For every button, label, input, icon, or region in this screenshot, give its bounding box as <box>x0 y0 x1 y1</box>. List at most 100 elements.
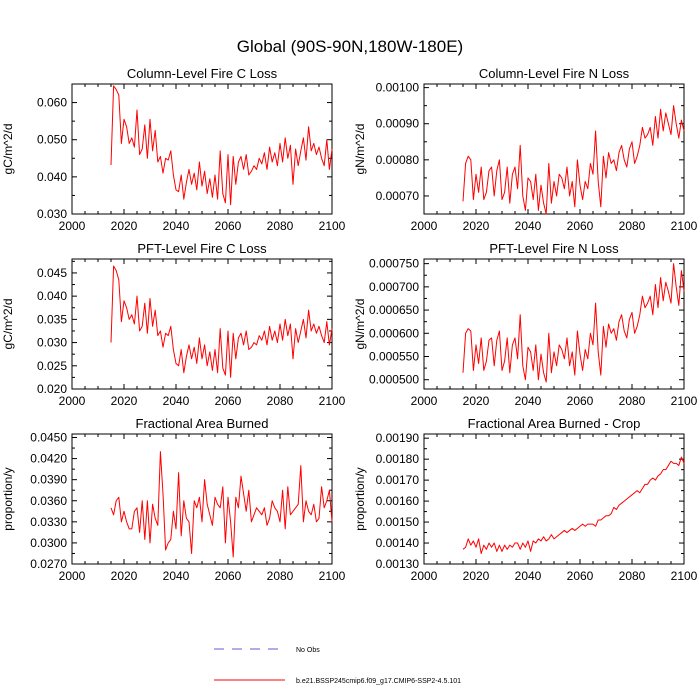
y-axis-label: gN/m^2/d <box>353 124 367 175</box>
x-tick-label: 2100 <box>319 219 346 233</box>
y-tick-label: 0.060 <box>37 96 67 110</box>
x-tick-label: 2040 <box>515 219 542 233</box>
series-line <box>110 265 333 378</box>
y-tick-label: 0.00090 <box>376 117 420 131</box>
y-tick-label: 0.00070 <box>376 189 420 203</box>
x-tick-label: 2000 <box>59 219 86 233</box>
x-tick-label: 2060 <box>215 394 242 408</box>
x-tick-label: 2020 <box>111 394 138 408</box>
legend-model-label: b.e21.BSSP245cmip6.f09_g17.CMIP6-SSP2-4.… <box>296 678 461 685</box>
x-tick-label: 2020 <box>111 219 138 233</box>
panel-title: Fractional Area Burned <box>136 416 269 431</box>
x-tick-label: 2080 <box>619 394 646 408</box>
x-tick-label: 2000 <box>411 394 438 408</box>
x-tick-label: 2060 <box>567 569 594 583</box>
y-tick-label: 0.00100 <box>376 81 420 95</box>
x-tick-label: 2060 <box>215 219 242 233</box>
plot-frame <box>71 258 333 390</box>
y-tick-label: 0.035 <box>37 312 67 326</box>
x-tick-label: 2020 <box>463 569 490 583</box>
y-tick-label: 0.030 <box>37 336 67 350</box>
y-tick-label: 0.00160 <box>376 494 420 508</box>
x-tick-label: 2100 <box>319 569 346 583</box>
figure-title: Global (90S-90N,180W-180E) <box>237 37 463 56</box>
panel-pft-c: PFT-Level Fire C Loss gC/m^2/d 2000 2020 204… <box>1 241 346 408</box>
x-tick-label: 2040 <box>163 219 190 233</box>
y-tick-label: 0.000700 <box>369 280 419 294</box>
panel-title: PFT-Level Fire N Loss <box>489 241 619 256</box>
panel-col-c: Column-Level Fire C Loss gC/m^2/d 2000 2020… <box>1 66 346 233</box>
series-line <box>462 456 685 555</box>
x-tick-label: 2080 <box>619 569 646 583</box>
panels: Column-Level Fire C Loss gC/m^2/d 2000 2020… <box>1 66 698 583</box>
panel-area-crop: Fractional Area Burned - Crop proportion/… <box>353 416 698 583</box>
y-tick-label: 0.050 <box>37 133 67 147</box>
y-tick-label: 0.045 <box>37 266 67 280</box>
y-tick-label: 0.020 <box>37 382 67 396</box>
x-tick-label: 2100 <box>319 394 346 408</box>
y-tick-label: 0.0270 <box>30 557 67 571</box>
x-tick-label: 2080 <box>619 219 646 233</box>
x-tick-label: 2060 <box>567 394 594 408</box>
x-tick-label: 2000 <box>411 219 438 233</box>
legend: No Obs b.e21.BSSP245cmip6.f09_g17.CMIP6-… <box>214 647 461 685</box>
y-tick-label: 0.00190 <box>376 431 420 445</box>
x-tick-label: 2100 <box>671 394 698 408</box>
panel-col-n: Column-Level Fire N Loss gN/m^2/d 2000 2020… <box>353 66 698 233</box>
x-tick-label: 2080 <box>267 394 294 408</box>
panel-pft-n: PFT-Level Fire N Loss gN/m^2/d 2000 2020 204… <box>353 241 698 408</box>
x-tick-label: 2060 <box>215 569 242 583</box>
y-tick-label: 0.040 <box>37 289 67 303</box>
plot-frame <box>71 433 333 565</box>
y-tick-label: 0.00080 <box>376 153 420 167</box>
series-line <box>110 85 333 206</box>
legend-obs-label: No Obs <box>296 647 320 654</box>
y-tick-label: 0.00150 <box>376 515 420 529</box>
y-axis-label: proportion/y <box>353 467 367 530</box>
x-tick-label: 2000 <box>59 569 86 583</box>
x-tick-label: 2000 <box>411 569 438 583</box>
y-tick-label: 0.0450 <box>30 431 67 445</box>
y-axis-label: proportion/y <box>1 467 15 530</box>
y-tick-label: 0.030 <box>37 207 67 221</box>
x-tick-label: 2040 <box>163 394 190 408</box>
x-tick-label: 2080 <box>267 569 294 583</box>
series-line <box>110 451 333 558</box>
y-tick-label: 0.0390 <box>30 473 67 487</box>
panel-title: Fractional Area Burned - Crop <box>468 416 641 431</box>
series-line <box>462 105 685 215</box>
x-tick-label: 2040 <box>515 569 542 583</box>
panel-title: PFT-Level Fire C Loss <box>137 241 267 256</box>
y-tick-label: 0.000500 <box>369 373 419 387</box>
y-tick-label: 0.0420 <box>30 452 67 466</box>
x-tick-label: 2060 <box>567 219 594 233</box>
y-axis-label: gN/m^2/d <box>353 299 367 350</box>
x-tick-label: 2020 <box>463 394 490 408</box>
x-tick-label: 2020 <box>463 219 490 233</box>
y-tick-label: 0.0300 <box>30 536 67 550</box>
x-tick-label: 2100 <box>671 569 698 583</box>
series-line <box>462 263 685 383</box>
panel-title: Column-Level Fire N Loss <box>479 66 630 81</box>
y-tick-label: 0.000600 <box>369 326 419 340</box>
x-tick-label: 2040 <box>515 394 542 408</box>
x-tick-label: 2080 <box>267 219 294 233</box>
y-tick-label: 0.000750 <box>369 257 419 271</box>
y-tick-label: 0.025 <box>37 359 67 373</box>
y-tick-label: 0.000550 <box>369 350 419 364</box>
y-tick-label: 0.000650 <box>369 303 419 317</box>
plot-frame <box>71 83 333 215</box>
panel-title: Column-Level Fire C Loss <box>127 66 278 81</box>
x-tick-label: 2100 <box>671 219 698 233</box>
panel-area: Fractional Area Burned proportion/y 2000 20… <box>1 416 346 583</box>
y-axis-label: gC/m^2/d <box>1 124 15 175</box>
y-tick-label: 0.0330 <box>30 515 67 529</box>
y-tick-label: 0.0360 <box>30 494 67 508</box>
x-tick-label: 2040 <box>163 569 190 583</box>
y-tick-label: 0.040 <box>37 170 67 184</box>
y-tick-label: 0.00170 <box>376 473 420 487</box>
y-tick-label: 0.00130 <box>376 557 420 571</box>
y-tick-label: 0.00140 <box>376 536 420 550</box>
y-tick-label: 0.00180 <box>376 452 420 466</box>
